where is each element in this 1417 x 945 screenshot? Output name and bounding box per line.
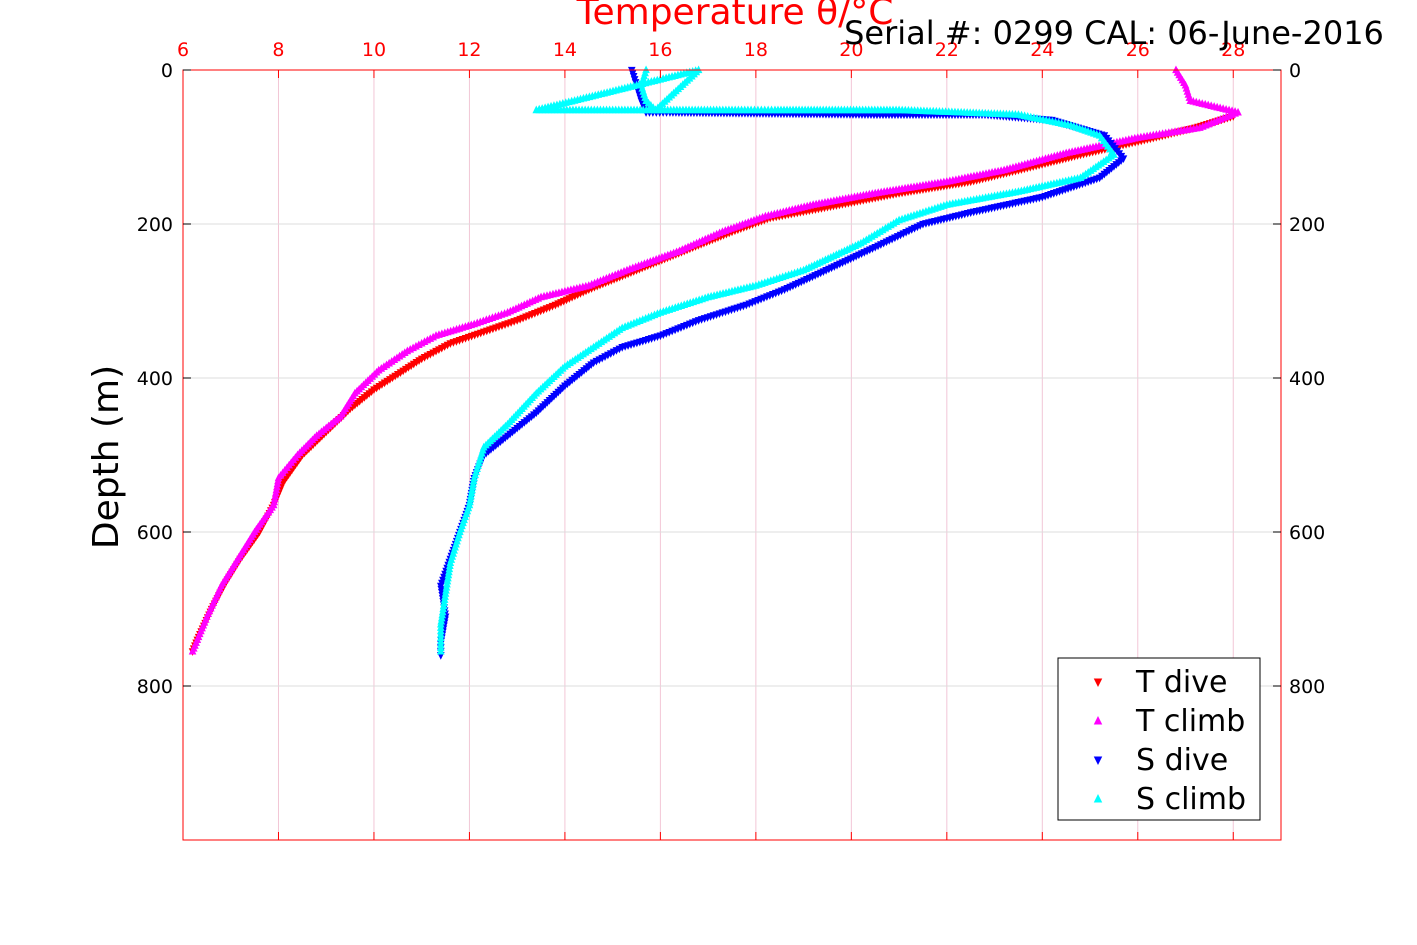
data-point [466, 494, 475, 503]
x-tick-label: 6 [177, 39, 189, 61]
data-point [442, 586, 450, 594]
data-point [467, 491, 475, 500]
data-point [272, 485, 281, 494]
serial-calibration-text: Serial #: 0299 CAL: 06-June-2016 [844, 14, 1384, 52]
data-point [274, 476, 282, 485]
x-axis-ticks: 6 8 10 12 14 16 18 20 22 24 26 28 [177, 39, 1245, 840]
y-tick-label-right: 0 [1289, 60, 1301, 82]
y-tick-label-right: 200 [1289, 214, 1325, 236]
data-point [440, 598, 448, 606]
legend-marker [1093, 678, 1103, 687]
data-point [444, 570, 453, 579]
data-point [468, 485, 476, 494]
data-point [439, 604, 448, 613]
data-point [470, 473, 479, 482]
x-tick-label: 22 [935, 39, 959, 61]
data-point [188, 646, 197, 655]
data-point [436, 646, 445, 655]
series-t-climb [188, 65, 1242, 655]
data-point [274, 473, 283, 482]
y-tick-label-left: 200 [137, 214, 173, 236]
legend-marker [1093, 756, 1103, 765]
data-point [273, 482, 281, 491]
x-axis-title: Temperature θ/°C [576, 0, 894, 33]
y-tick-label-right: 600 [1289, 522, 1325, 544]
data-point [469, 476, 478, 485]
y-tick-label-left: 0 [161, 60, 173, 82]
legend-label: S dive [1136, 743, 1228, 778]
data-marks [188, 65, 1242, 660]
x-tick-label: 26 [1126, 39, 1150, 61]
data-point [446, 558, 455, 566]
y-tick-label-right: 400 [1289, 368, 1325, 390]
data-point [272, 488, 280, 497]
data-point [440, 595, 449, 603]
x-tick-label: 18 [744, 39, 768, 61]
y-tick-label-left: 400 [137, 368, 173, 390]
y-tick-label-left: 600 [137, 522, 173, 544]
data-point [438, 610, 447, 619]
x-tick-label: 14 [553, 39, 577, 61]
data-point [469, 479, 477, 488]
data-point [445, 567, 453, 576]
y-axis-ticks: 0 0 200 200 400 400 600 600 800 800 [137, 60, 1326, 698]
data-point [443, 576, 452, 585]
plot-frame [182, 69, 1282, 841]
legend-label: S climb [1136, 782, 1246, 817]
data-point [270, 497, 279, 506]
data-point [270, 494, 279, 503]
data-point [466, 497, 474, 506]
data-point [446, 561, 454, 570]
legend-marker [1093, 716, 1103, 725]
data-point [443, 579, 451, 588]
data-point [467, 488, 476, 497]
x-tick-label: 24 [1030, 39, 1054, 61]
legend-label: T climb [1135, 704, 1245, 739]
x-tick-label: 8 [272, 39, 284, 61]
data-point [273, 479, 282, 488]
data-point [445, 564, 454, 573]
legend-label: T dive [1135, 665, 1227, 700]
data-point [437, 616, 446, 625]
legend-box [1057, 657, 1261, 821]
data-point [438, 607, 447, 616]
data-point [439, 601, 448, 610]
x-tick-label: 12 [457, 39, 481, 61]
data-point [444, 573, 452, 582]
legend-marker [1093, 794, 1103, 803]
x-tick-label: 28 [1221, 39, 1245, 61]
legend-items: T dive T climb S dive S climb [1093, 665, 1246, 817]
data-point [442, 582, 451, 591]
x-tick-label: 16 [648, 39, 672, 61]
data-point [468, 482, 477, 491]
y-tick-label-right: 800 [1289, 676, 1325, 698]
series-s-climb [436, 65, 1118, 655]
data-point [441, 592, 449, 600]
legend: T dive T climb S dive S climb [1057, 657, 1261, 821]
y-axis-title: Depth (m) [86, 365, 127, 549]
x-tick-label: 10 [362, 39, 386, 61]
data-point [437, 613, 446, 622]
y-tick-label-left: 800 [137, 676, 173, 698]
data-point [441, 589, 450, 597]
data-point [271, 491, 280, 500]
x-tick-label: 20 [839, 39, 863, 61]
